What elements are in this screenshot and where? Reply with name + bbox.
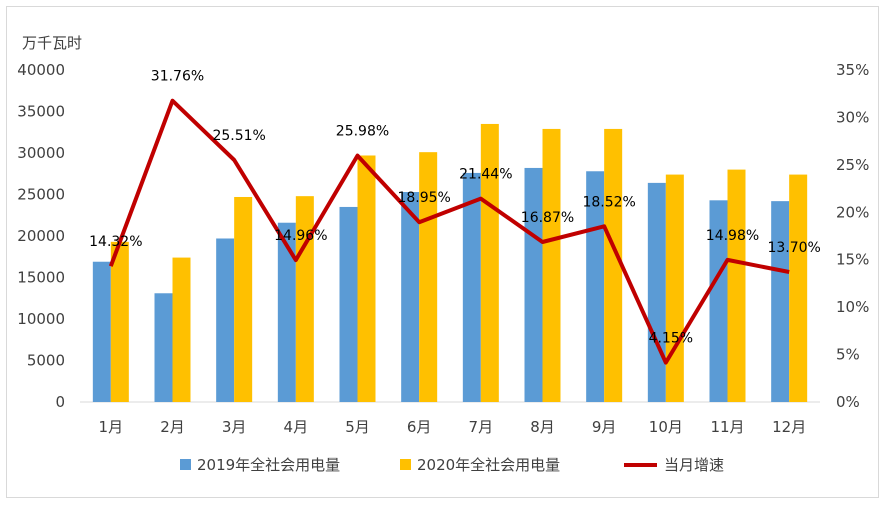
- bar-2020: [480, 123, 499, 402]
- bar-2020: [110, 241, 129, 402]
- growth-data-label: 4.15%: [649, 331, 693, 347]
- right-axis-tick-label: 35%: [836, 61, 869, 79]
- bar-2020: [789, 174, 808, 402]
- bar-2020: [234, 196, 253, 402]
- growth-data-label: 13.70%: [767, 240, 820, 256]
- x-axis-tick-label: 5月: [345, 418, 370, 436]
- bar-2019: [709, 200, 728, 402]
- category-labels: 1月 2月 3月 4月 5月 6月 7月 8月 9月 10月 11月 12月: [99, 418, 807, 436]
- legend: 2019年全社会用电量 2020年全社会用电量 当月增速: [180, 456, 724, 474]
- growth-data-label: 18.52%: [582, 194, 635, 210]
- left-axis-tick-label: 10000: [17, 310, 65, 328]
- left-axis-tick-label: 5000: [27, 352, 65, 370]
- growth-data-label: 25.98%: [336, 124, 389, 140]
- growth-data-label: 16.87%: [521, 210, 574, 226]
- left-axis-tick-label: 20000: [17, 227, 65, 245]
- bar-2019: [92, 261, 111, 402]
- bar-2020: [357, 155, 376, 402]
- bar-2020: [604, 128, 623, 402]
- left-axis-tick-label: 35000: [17, 103, 65, 121]
- left-axis-ticks: 0 5000 10000 15000 20000 25000 30000 35000 40000: [17, 61, 65, 411]
- left-axis-tick-label: 0: [55, 393, 65, 411]
- growth-data-label: 25.51%: [212, 128, 265, 144]
- bar-2019: [647, 182, 666, 402]
- left-axis-tick-label: 25000: [17, 186, 65, 204]
- left-axis-tick-label: 40000: [17, 61, 65, 79]
- data-labels: 14.32% 31.76% 25.51% 14.96% 25.98% 18.95% 21.4…: [89, 69, 821, 347]
- bar-2019: [771, 201, 790, 402]
- growth-data-label: 31.76%: [151, 69, 204, 85]
- bar-2019: [401, 192, 420, 402]
- x-axis-tick-label: 11月: [710, 418, 744, 436]
- right-axis-tick-label: 0%: [836, 393, 860, 411]
- legend-label-2020: 2020年全社会用电量: [417, 456, 560, 474]
- growth-data-label: 14.98%: [706, 228, 759, 244]
- x-axis-tick-label: 4月: [284, 418, 309, 436]
- right-axis-tick-label: 5%: [836, 346, 860, 364]
- right-axis-ticks: 0% 5% 10% 15% 20% 25% 30% 35%: [836, 61, 869, 411]
- right-axis-tick-label: 10%: [836, 298, 869, 316]
- x-axis-tick-label: 12月: [772, 418, 806, 436]
- x-axis-tick-label: 9月: [592, 418, 617, 436]
- left-axis-tick-label: 15000: [17, 269, 65, 287]
- bar-2020: [727, 169, 746, 402]
- left-axis-tick-label: 30000: [17, 144, 65, 162]
- legend-swatch-2020: [400, 459, 411, 470]
- x-axis-tick-label: 2月: [160, 418, 185, 436]
- bars: [92, 123, 808, 402]
- bar-2020: [295, 196, 314, 402]
- bar-2019: [154, 293, 173, 402]
- x-axis-tick-label: 8月: [530, 418, 555, 436]
- x-axis-tick-label: 6月: [407, 418, 432, 436]
- bar-2020: [665, 174, 684, 402]
- legend-label-growth: 当月增速: [664, 456, 724, 474]
- right-axis-tick-label: 30%: [836, 108, 869, 126]
- x-axis-tick-label: 7月: [469, 418, 494, 436]
- right-axis-tick-label: 20%: [836, 203, 869, 221]
- bar-2020: [172, 257, 191, 402]
- right-axis-tick-label: 15%: [836, 251, 869, 269]
- right-axis-tick-label: 25%: [836, 156, 869, 174]
- legend-label-2019: 2019年全社会用电量: [197, 456, 340, 474]
- bar-2019: [524, 167, 543, 402]
- growth-data-label: 14.32%: [89, 234, 142, 250]
- x-axis-tick-label: 1月: [99, 418, 124, 436]
- growth-data-label: 14.96%: [274, 228, 327, 244]
- growth-rate-line: [108, 98, 790, 365]
- growth-data-label: 21.44%: [459, 167, 512, 183]
- growth-data-label: 18.95%: [397, 190, 450, 206]
- legend-swatch-2019: [180, 459, 191, 470]
- bar-2019: [339, 206, 358, 402]
- bar-2019: [216, 238, 235, 402]
- bar-2020: [419, 152, 438, 402]
- bar-2019: [277, 222, 296, 402]
- chart-frame: [6, 6, 879, 498]
- y-axis-unit-label: 万千瓦时: [22, 34, 82, 52]
- bar-2019: [462, 172, 481, 402]
- x-axis-tick-label: 3月: [222, 418, 247, 436]
- x-axis-tick-label: 10月: [649, 418, 683, 436]
- bar-2020: [542, 128, 561, 402]
